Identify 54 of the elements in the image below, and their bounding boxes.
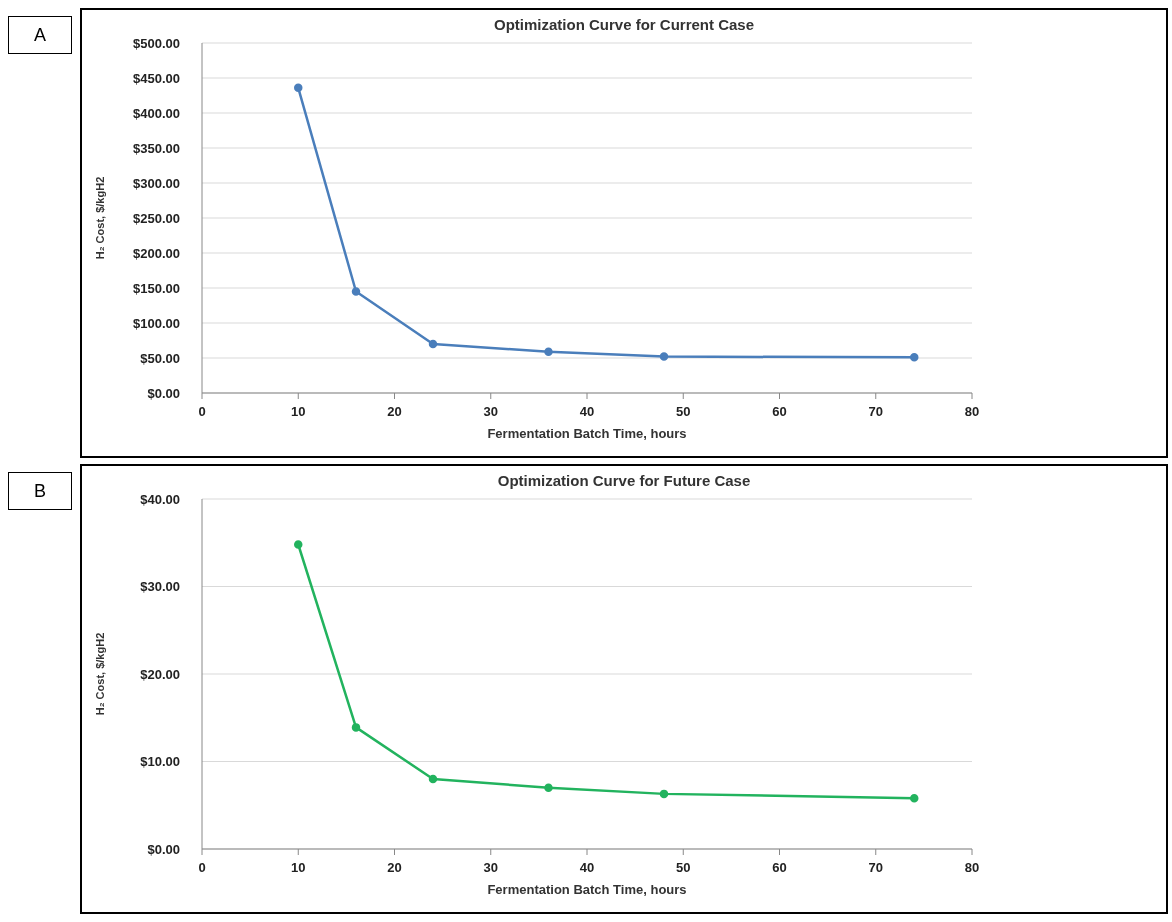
- point: [294, 540, 303, 549]
- point: [351, 723, 361, 732]
- x-tick-label: 70: [868, 404, 883, 420]
- x-tick-label: 10: [291, 404, 306, 420]
- point: [910, 353, 919, 362]
- point: [910, 794, 919, 803]
- x-tick-label: 20: [387, 860, 402, 876]
- y-tick-label: $50.00: [140, 350, 180, 366]
- y-tick-label: $400.00: [133, 105, 180, 121]
- point: [428, 774, 438, 784]
- y-tick-label: $150.00: [133, 280, 180, 296]
- point: [659, 789, 669, 799]
- x-tick-label: 40: [579, 860, 595, 876]
- point: [351, 287, 361, 296]
- point: [544, 347, 553, 356]
- y-tick-label: $450.00: [133, 70, 180, 86]
- point: [544, 783, 553, 792]
- x-tick-label: 60: [772, 404, 787, 420]
- y-tick-label: $200.00: [133, 245, 180, 261]
- x-tick-label: 10: [291, 860, 306, 876]
- x-tick-label: 80: [964, 860, 980, 876]
- y-tick-label: $250.00: [133, 210, 180, 226]
- chart-title: Optimization Curve for Future Case: [496, 472, 752, 489]
- y-tick-label: $40.00: [140, 491, 180, 507]
- y-tick-label: $30.00: [140, 579, 180, 595]
- text: B: [33, 480, 46, 502]
- y-tick-label: $0.00: [147, 385, 180, 401]
- y-tick-label: $300.00: [133, 175, 180, 191]
- text: A: [33, 24, 46, 46]
- y-tick-label: $10.00: [140, 754, 180, 770]
- x-tick-label: 80: [964, 404, 980, 420]
- x-tick-label: 70: [868, 860, 883, 876]
- point: [428, 339, 438, 349]
- y-tick-label: $350.00: [133, 140, 180, 156]
- x-tick-label: 0: [198, 860, 206, 876]
- x-tick-label: 30: [483, 860, 498, 876]
- x-tick-label: 50: [676, 860, 691, 876]
- x-axis-title: Fermentation Batch Time, hours: [487, 882, 687, 897]
- chart-title: Optimization Curve for Current Case: [492, 16, 755, 33]
- y-axis-title: H₂ Cost, $/kgH2: [93, 176, 106, 260]
- y-tick-label: $500.00: [133, 35, 180, 51]
- point: [294, 83, 303, 93]
- y-axis-title: H₂ Cost, $/kgH2: [93, 632, 106, 716]
- y-tick-label: $20.00: [140, 666, 180, 682]
- x-tick-label: 50: [676, 404, 691, 420]
- y-tick-label: $0.00: [147, 841, 180, 857]
- x-tick-label: 40: [579, 404, 595, 420]
- x-tick-label: 20: [387, 404, 402, 420]
- x-axis-title: Fermentation Batch Time, hours: [487, 426, 687, 441]
- point: [659, 352, 669, 361]
- x-tick-label: 30: [483, 404, 498, 420]
- x-tick-label: 60: [772, 860, 787, 876]
- x-tick-label: 0: [198, 404, 206, 420]
- y-tick-label: $100.00: [133, 315, 180, 331]
